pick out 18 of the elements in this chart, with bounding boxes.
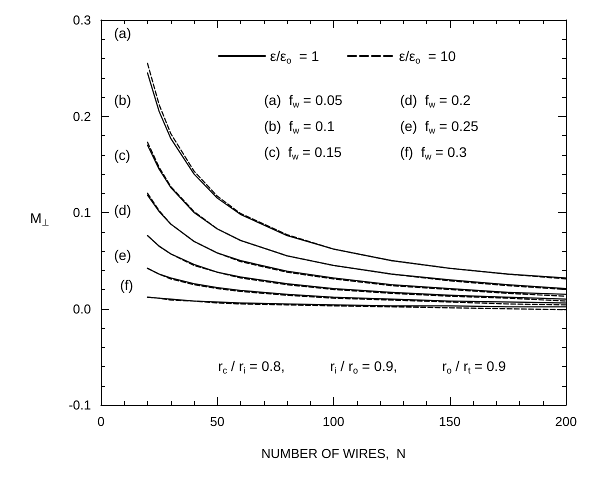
annotation: (c) — [114, 147, 130, 163]
annotation: (f) — [120, 277, 134, 293]
y-tick-label: 0.3 — [72, 12, 91, 28]
annotation: (e) — [114, 247, 132, 263]
annotation: (d) — [114, 202, 132, 218]
x-tick-label: 200 — [555, 414, 577, 429]
y-tick-label: 0.1 — [72, 205, 91, 220]
y-tick-label: 0.2 — [72, 108, 91, 124]
annotation: (b) — [114, 92, 132, 108]
y-tick-label: -0.1 — [68, 398, 91, 412]
x-axis-title: NUMBER OF WIRES, N — [261, 446, 406, 461]
x-tick-label: 150 — [438, 414, 461, 429]
y-tick-label: 0.0 — [72, 301, 91, 316]
x-tick-label: 0 — [97, 414, 105, 429]
y-axis-title: M⊥ — [30, 210, 50, 228]
x-tick-label: 50 — [210, 414, 224, 429]
x-tick-label: 100 — [322, 414, 344, 429]
annotation: (a) — [114, 25, 132, 41]
